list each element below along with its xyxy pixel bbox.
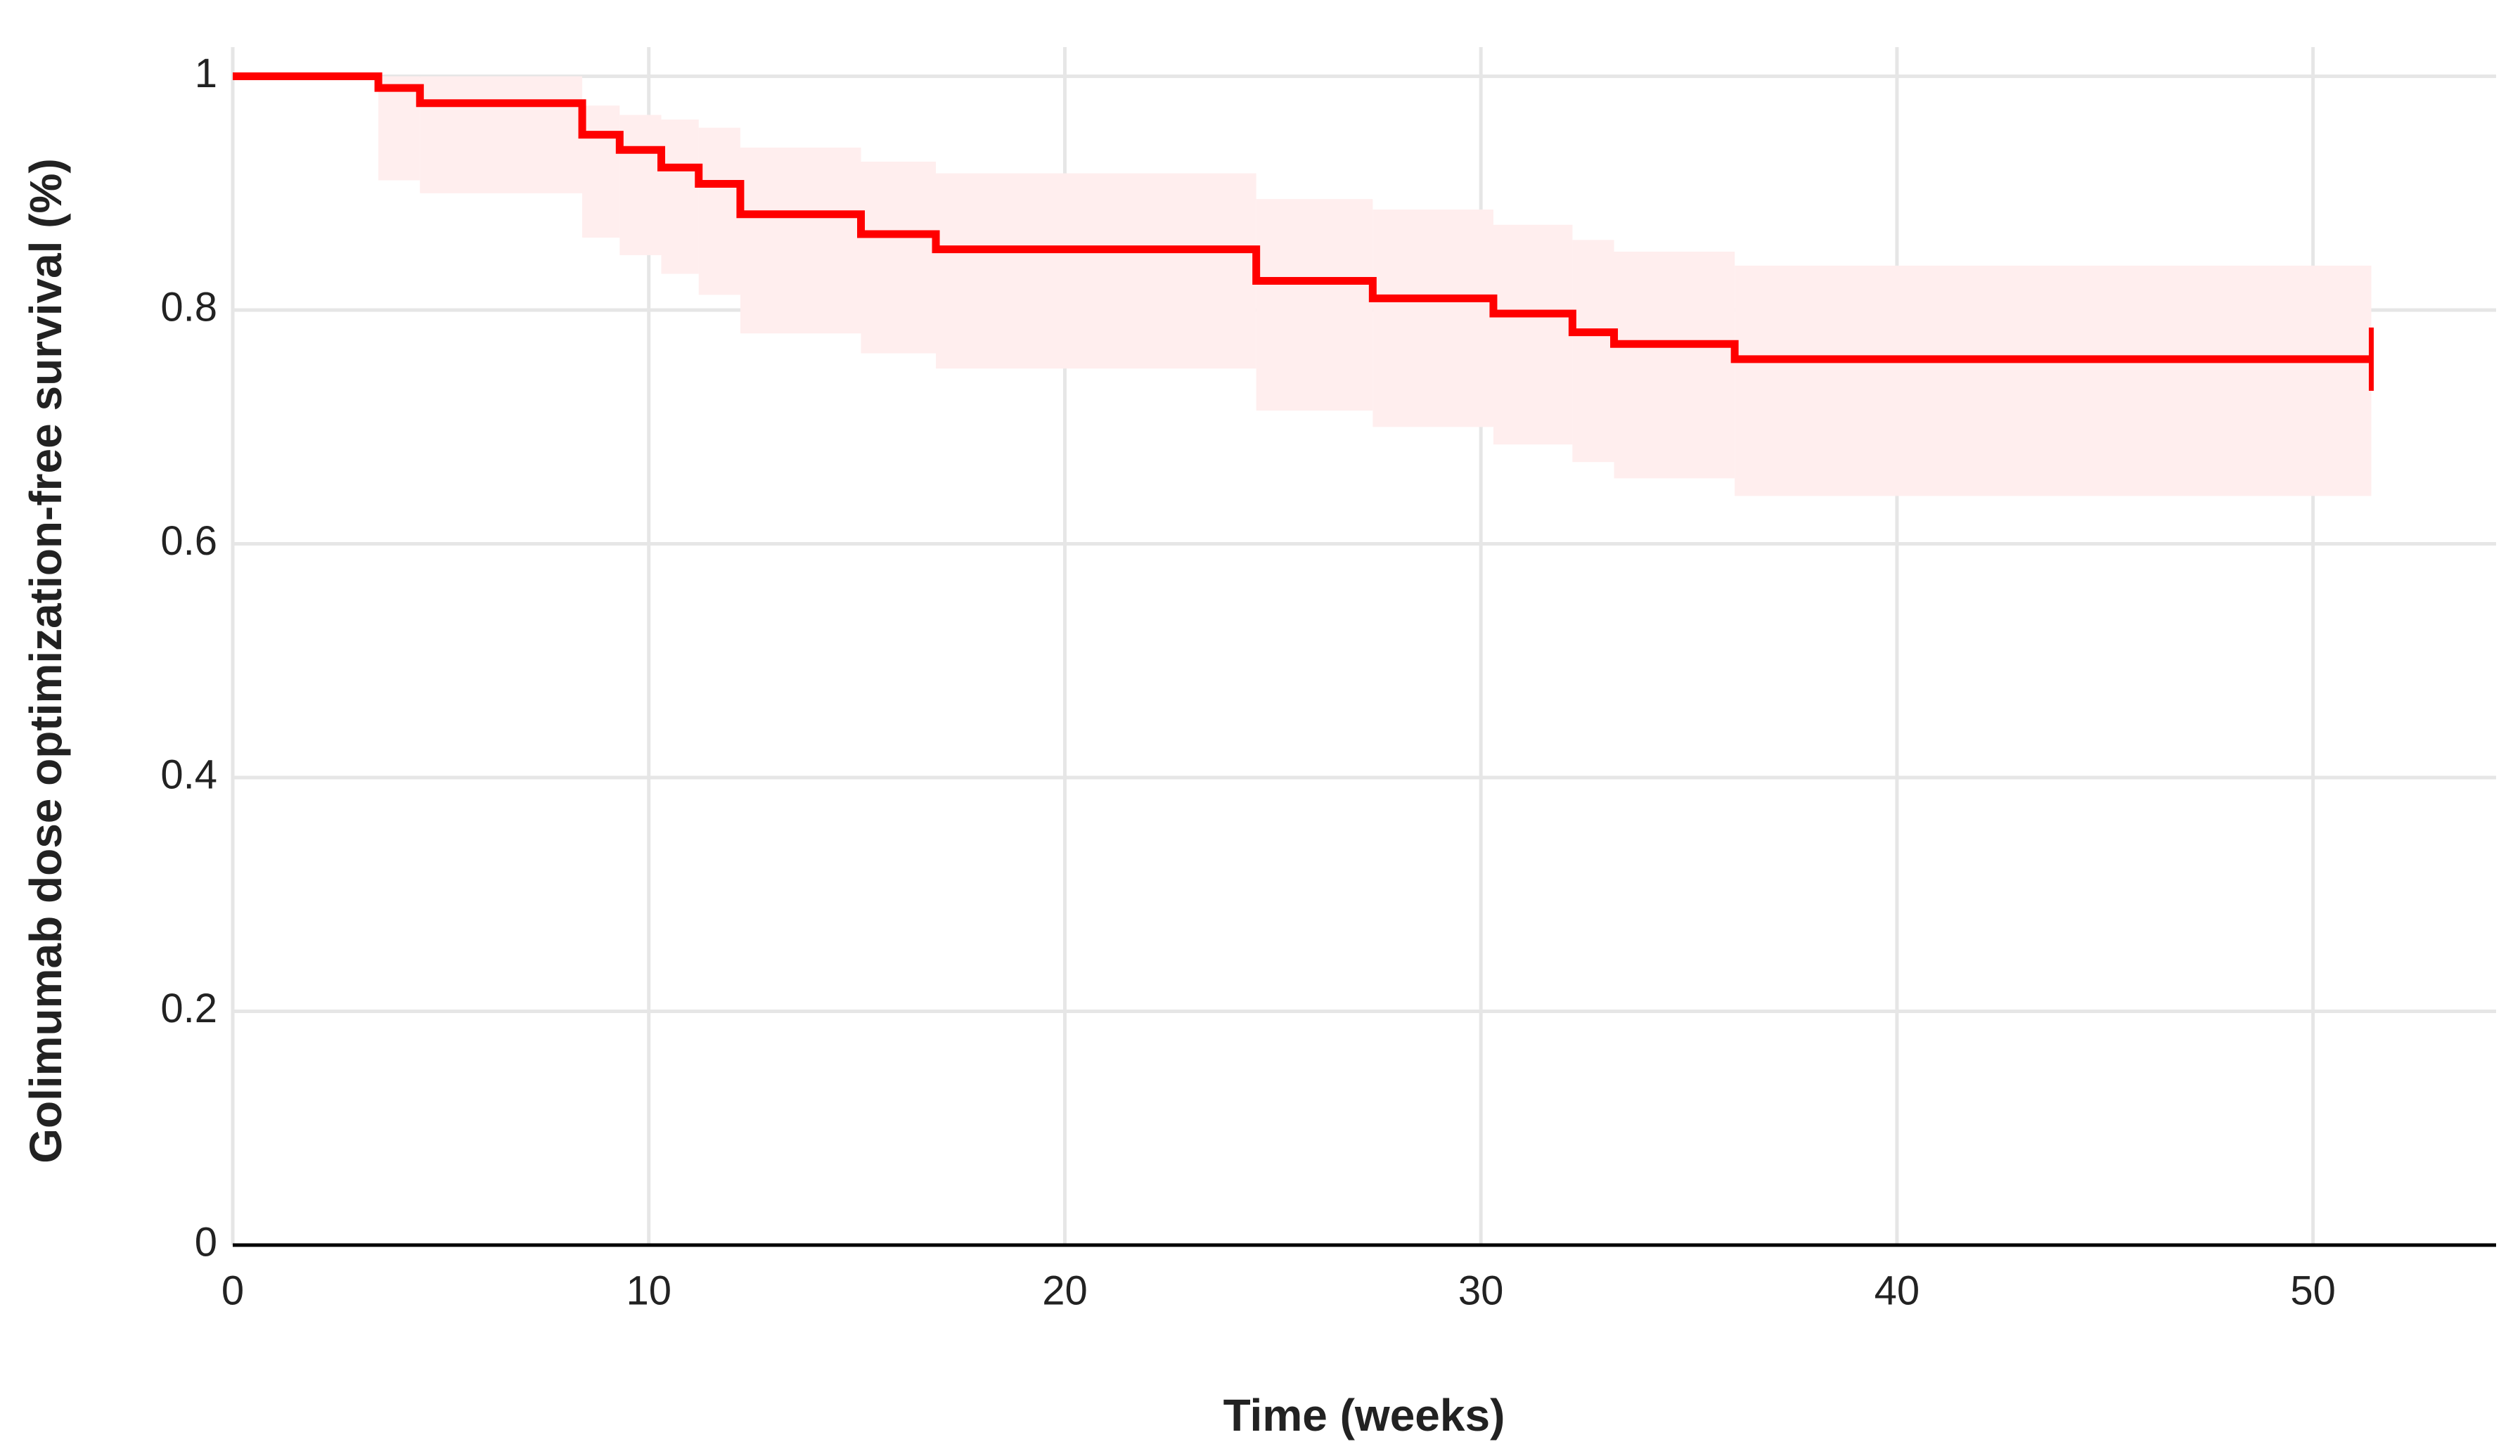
survival-line xyxy=(233,72,2372,363)
x-tick-label: 50 xyxy=(2290,1268,2336,1313)
confidence-band xyxy=(1256,199,1373,411)
y-tick-label: 0.2 xyxy=(160,986,217,1031)
x-tick-label: 10 xyxy=(626,1268,671,1313)
confidence-band xyxy=(698,127,740,295)
confidence-band xyxy=(1735,265,2372,496)
confidence-band xyxy=(1372,210,1493,427)
confidence-band xyxy=(740,147,861,334)
y-tick-label: 0.4 xyxy=(160,752,217,797)
y-tick-label: 0.8 xyxy=(160,284,217,330)
confidence-band xyxy=(861,161,937,354)
confidence-band xyxy=(582,105,620,238)
confidence-band xyxy=(378,76,420,181)
x-axis-label: Time (weeks) xyxy=(1223,1390,1505,1441)
confidence-band xyxy=(936,173,1256,369)
confidence-band xyxy=(1493,224,1573,445)
x-tick-label: 30 xyxy=(1458,1268,1504,1313)
confidence-band xyxy=(1572,240,1614,463)
y-tick-label: 0.6 xyxy=(160,518,217,564)
y-tick-label: 1 xyxy=(195,51,217,96)
x-tick-label: 40 xyxy=(1875,1268,1920,1313)
confidence-band xyxy=(661,120,699,274)
confidence-band xyxy=(619,115,662,255)
y-tick-label: 0 xyxy=(195,1219,217,1265)
confidence-band xyxy=(420,76,583,193)
x-tick-label: 0 xyxy=(221,1268,244,1313)
confidence-band xyxy=(1614,251,1735,479)
y-axis-label: Golimumab dose optimization-free surviva… xyxy=(20,158,71,1164)
x-tick-label: 20 xyxy=(1042,1268,1088,1313)
